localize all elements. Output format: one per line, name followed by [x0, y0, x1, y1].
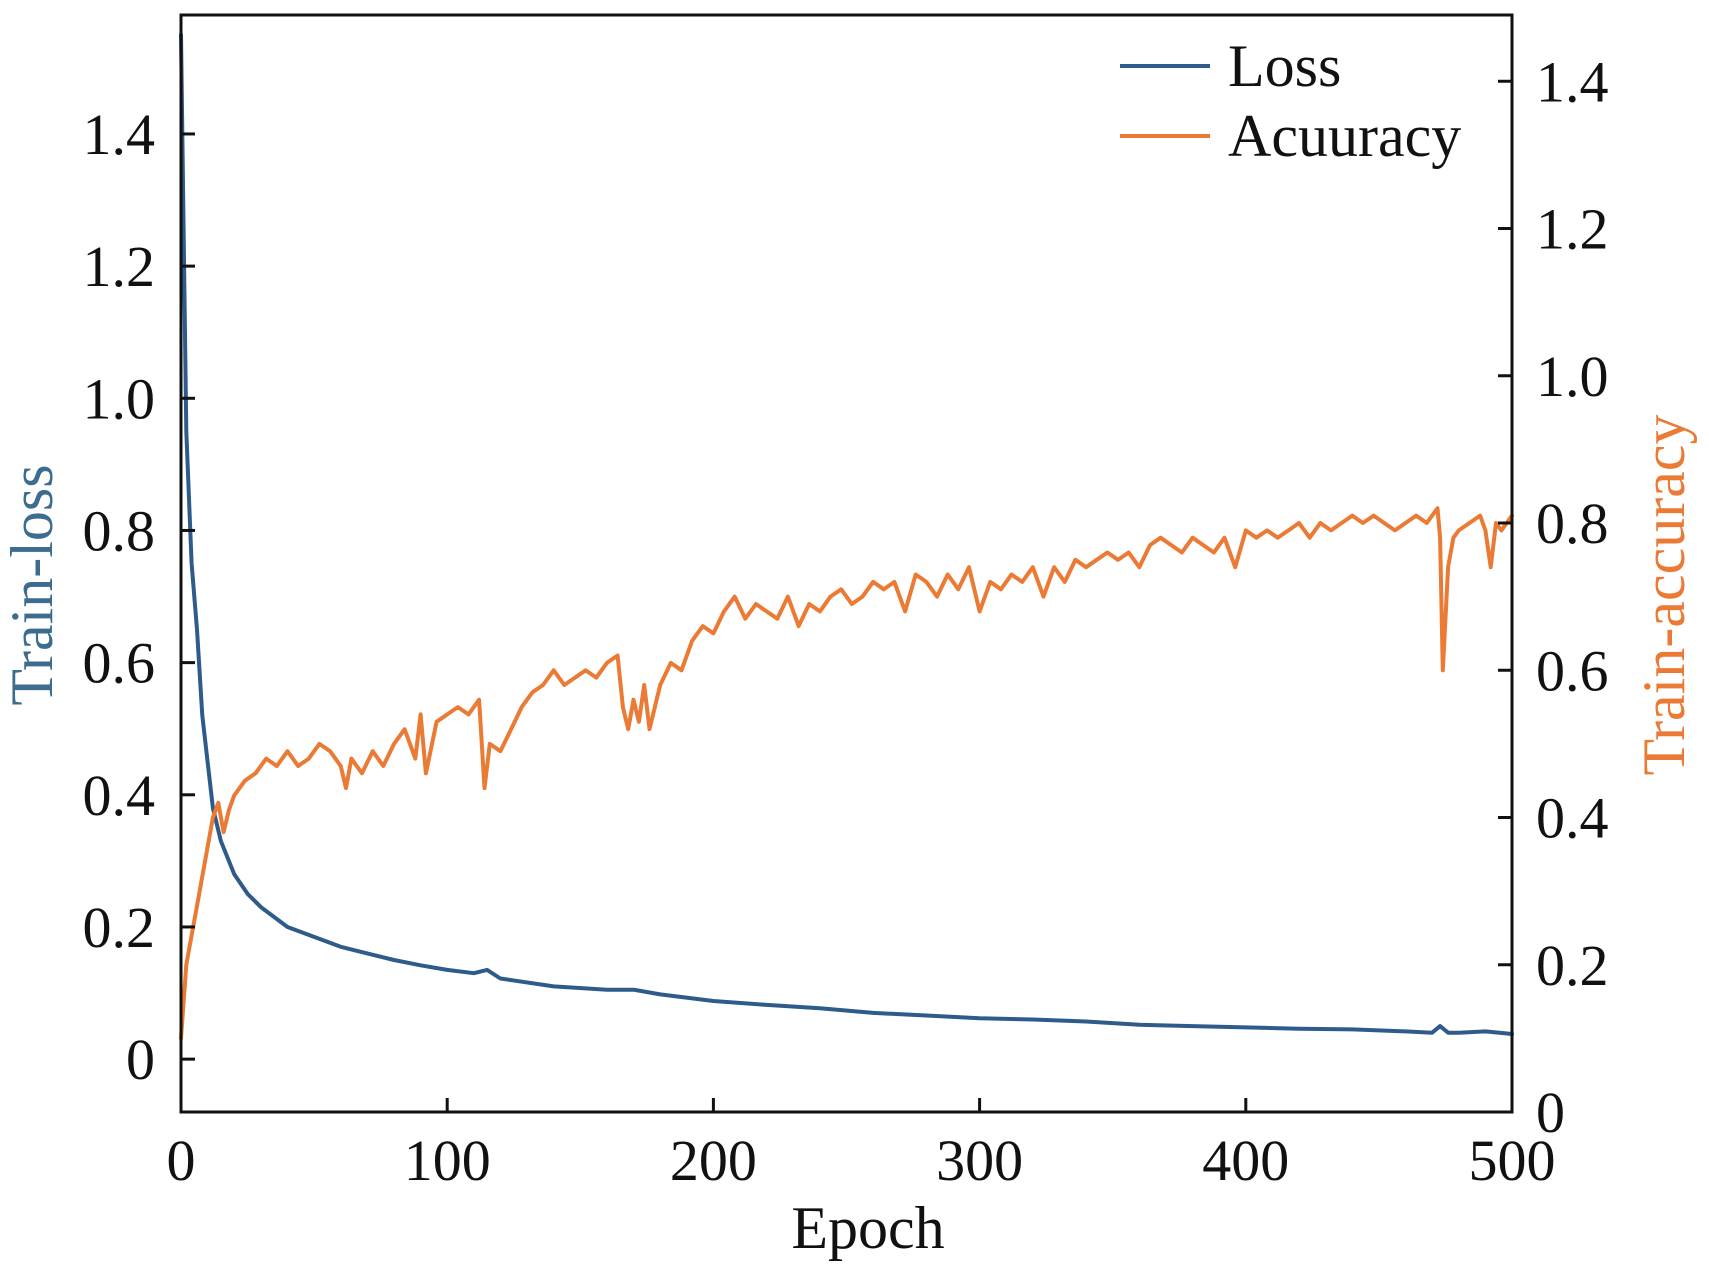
y2-tick-label: 1.4	[1536, 49, 1609, 114]
y2-tick-label: 0	[1536, 1080, 1565, 1145]
series-line-acuuracy	[179, 506, 1514, 1041]
legend-label-loss: Loss	[1228, 33, 1341, 99]
y-axis-left-title: Train-loss	[0, 464, 65, 705]
plot-series	[179, 32, 1514, 1041]
y-axis-left-ticks: 0 0.2 0.4 0.6 0.8 1.0 1.2 1.4	[83, 102, 195, 1092]
y-axis-right-ticks: 0 0.2 0.4 0.6 0.8 1.0 1.2 1.4	[1498, 49, 1609, 1145]
y2-tick-label: 1.0	[1536, 344, 1609, 409]
y-tick-label: 0.2	[83, 895, 156, 960]
y-tick-label: 0.6	[83, 631, 156, 696]
y-tick-label: 0.4	[83, 763, 156, 828]
plot-frame	[179, 13, 1514, 1114]
x-tick-label: 500	[1469, 1128, 1556, 1193]
y-tick-label: 1.4	[83, 102, 156, 167]
series-line-loss	[179, 32, 1514, 1036]
y2-tick-label: 0.2	[1536, 933, 1609, 998]
y2-tick-label: 0.6	[1536, 638, 1609, 703]
y-tick-label: 0.8	[83, 498, 156, 563]
x-tick-label: 100	[404, 1128, 491, 1193]
legend: Loss Acuuracy	[1120, 33, 1461, 169]
y-tick-label: 0	[126, 1027, 155, 1092]
x-tick-label: 300	[936, 1128, 1023, 1193]
x-tick-label: 200	[670, 1128, 757, 1193]
y-tick-label: 1.0	[83, 366, 156, 431]
y2-tick-label: 1.2	[1536, 197, 1609, 262]
legend-label-accuracy: Acuuracy	[1228, 103, 1461, 169]
x-axis-ticks: 0 100 200 300 400 500	[167, 1098, 1556, 1193]
y-axis-right-title: Train-accuracy	[1631, 415, 1697, 776]
y2-tick-label: 0.4	[1536, 786, 1609, 851]
x-tick-label: 0	[167, 1128, 196, 1193]
y-tick-label: 1.2	[83, 234, 156, 299]
y2-tick-label: 0.8	[1536, 491, 1609, 556]
x-tick-label: 400	[1202, 1128, 1289, 1193]
x-axis-title: Epoch	[791, 1195, 944, 1261]
